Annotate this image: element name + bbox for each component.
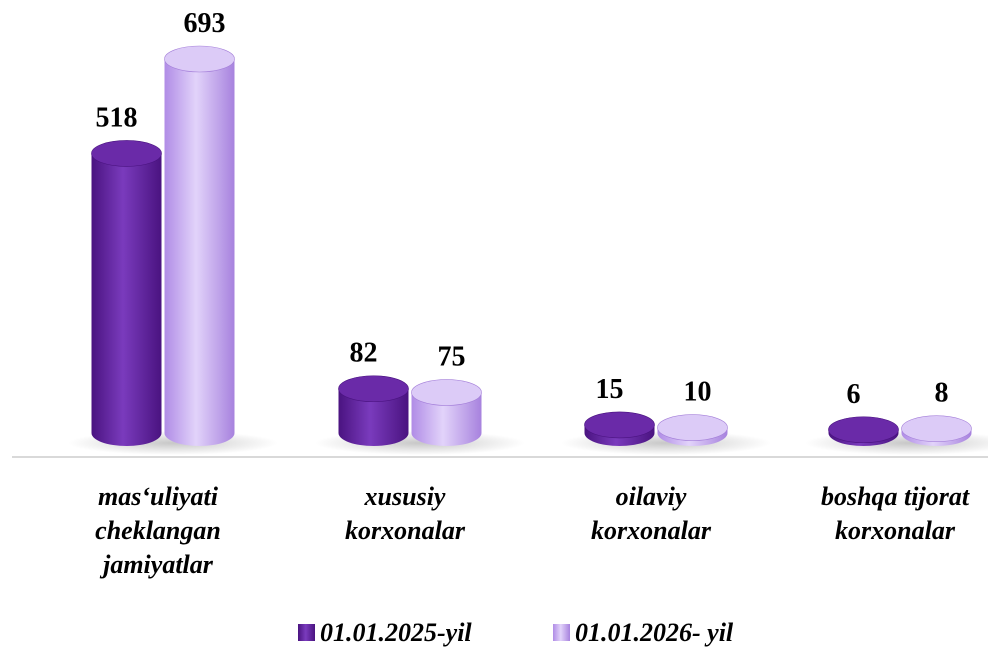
bar-series1-cat2: [338, 375, 409, 446]
bar-series2-cat2: [411, 379, 482, 446]
bar-body: [411, 392, 482, 446]
category-label: xususiy korxonalar: [345, 482, 466, 545]
bar-top: [901, 415, 972, 442]
data-label: 693: [184, 8, 226, 39]
data-label: 518: [96, 102, 138, 133]
bar-top: [584, 411, 655, 439]
bar-body: [91, 153, 162, 446]
bar-body: [338, 388, 409, 446]
bar-series1-cat3: [584, 411, 655, 446]
bar-top: [164, 45, 235, 73]
bar-body: [164, 59, 235, 446]
bar-top: [828, 416, 899, 444]
data-label: 75: [438, 342, 466, 373]
legend: 01.01.2025-yil 01.01.2026- yil: [298, 618, 734, 647]
legend-label: 01.01.2025-yil: [320, 618, 472, 647]
data-label: 8: [935, 378, 949, 409]
data-label: 82: [350, 338, 378, 369]
bar-top: [338, 375, 409, 403]
data-label: 6: [847, 379, 861, 410]
category-label: boshqa tijorat korxonalar: [821, 482, 970, 545]
bar-top: [411, 379, 482, 406]
bar-series1-cat4: [828, 416, 899, 446]
data-label: 10: [684, 377, 712, 408]
category-label: oilaviy korxonalar: [591, 482, 712, 545]
bar-series1-cat1: [91, 140, 162, 446]
category-label: mas‘uliyati cheklangan jamiyatlar: [95, 482, 221, 579]
bar-series2-cat1: [164, 45, 235, 446]
legend-swatch: [553, 624, 570, 641]
data-label: 15: [596, 374, 624, 405]
bar-top: [657, 414, 728, 441]
bar-top: [91, 140, 162, 167]
bar-series2-cat4: [901, 415, 972, 446]
legend-label: 01.01.2026- yil: [575, 618, 734, 647]
bar-series2-cat3: [657, 414, 728, 446]
legend-swatch: [298, 624, 315, 641]
